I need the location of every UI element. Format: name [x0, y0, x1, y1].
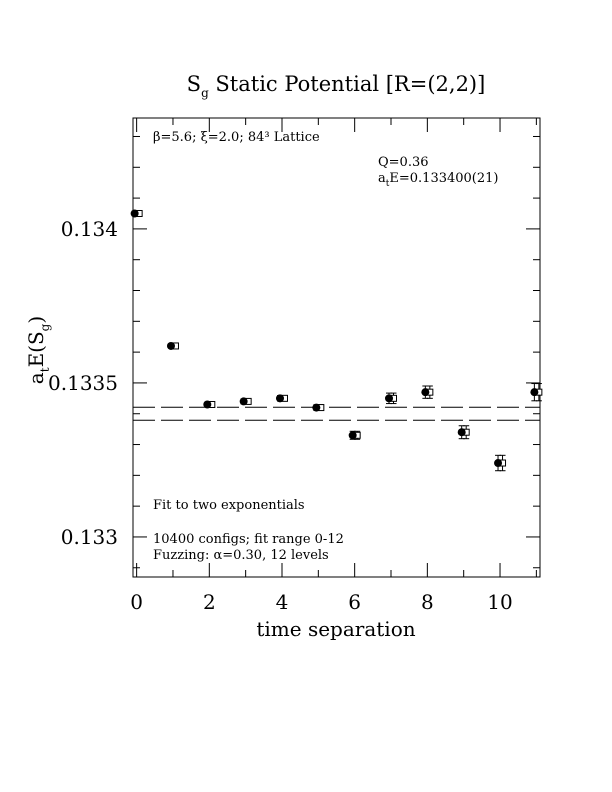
data-point-circle [494, 459, 503, 468]
chart-title: Sg Static Potential [R=(2,2)] [187, 72, 486, 100]
axis-ticks [133, 118, 540, 577]
x-tick-label: 4 [276, 590, 289, 614]
fit-band [133, 406, 540, 421]
plot-frame [132, 117, 541, 578]
configs-annotation: 10400 configs; fit range 0-12 [153, 532, 344, 547]
axis-tick-labels: 0 2 4 6 8 10 0.133 0.1335 0.134 [48, 217, 513, 614]
x-tick-label: 10 [487, 590, 512, 614]
data-point-circle [348, 431, 357, 440]
x-tick-label: 2 [203, 590, 216, 614]
data-point-circle [275, 394, 284, 403]
x-tick-label: 6 [348, 590, 361, 614]
x-tick-label: 0 [130, 590, 143, 614]
y-tick-label: 0.133 [61, 525, 118, 549]
data-point-circle [130, 209, 139, 218]
data-point-circle [385, 394, 394, 403]
data-point-circle [166, 341, 175, 350]
energy-annotation: atE=0.133400(21) [378, 171, 499, 189]
x-axis-label: time separation [256, 617, 415, 641]
fit-annotation: Fit to two exponentials [153, 498, 305, 513]
data-point-circle [203, 400, 212, 409]
q-annotation: Q=0.36 [378, 155, 429, 170]
lattice-annotation: β=5.6; ξ=2.0; 84³ Lattice [153, 130, 320, 145]
fuzzing-annotation: Fuzzing: α=0.30, 12 levels [153, 548, 329, 563]
data-point-circle [421, 388, 430, 397]
data-point-circle [239, 397, 248, 406]
y-axis-label: atE(Sg) [24, 316, 52, 384]
y-tick-label: 0.134 [61, 217, 118, 241]
y-tick-label: 0.1335 [48, 371, 118, 395]
data-point-circle [457, 428, 466, 437]
data-points [130, 209, 543, 472]
data-point-circle [312, 403, 321, 412]
data-point-circle [530, 388, 539, 397]
x-tick-label: 8 [421, 590, 434, 614]
